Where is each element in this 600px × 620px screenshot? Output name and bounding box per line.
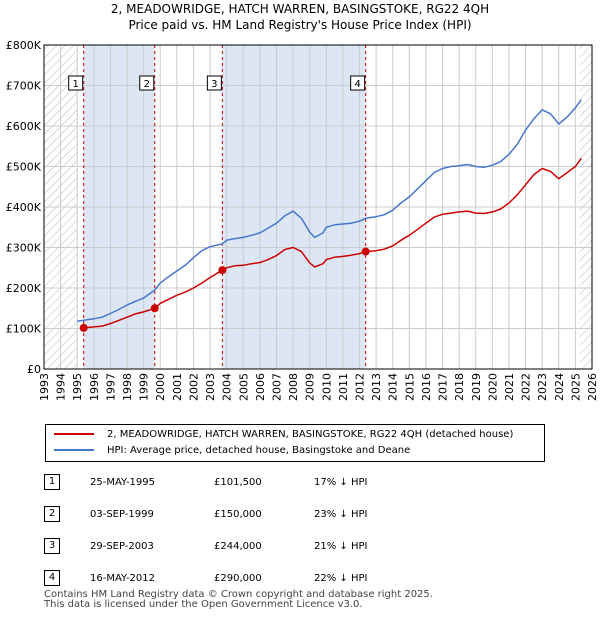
x-tick-label: 2007 bbox=[270, 373, 283, 401]
sale-label-box bbox=[68, 75, 84, 91]
x-tick-label: 1993 bbox=[38, 373, 51, 401]
sale-hpi-diff: 17% ↓ HPI bbox=[314, 477, 368, 488]
x-tick-label: 2019 bbox=[470, 373, 483, 401]
x-tick-label: 2002 bbox=[187, 373, 200, 401]
y-tick-label: £100K bbox=[6, 323, 42, 336]
sale-hpi-diff: 23% ↓ HPI bbox=[314, 509, 368, 520]
sale-badge: 4 bbox=[44, 570, 60, 586]
sale-date: 25-MAY-1995 bbox=[90, 477, 156, 488]
y-tick-label: £400K bbox=[6, 201, 42, 214]
x-tick-label: 2026 bbox=[586, 373, 599, 401]
y-tick-label: £800K bbox=[6, 39, 42, 52]
x-tick-label: 2012 bbox=[354, 373, 367, 401]
price-chart: 1 2 3 4 £0 £100K £200K £300K £400K £500K £600K £70… bbox=[6, 39, 599, 401]
legend-item-property: 2, MEADOWRIDGE, HATCH WARREN, BASINGSTOK… bbox=[54, 427, 513, 443]
x-tick-label: 2004 bbox=[221, 373, 234, 401]
y-tick-label: £200K bbox=[6, 282, 42, 295]
x-tick-label: 1995 bbox=[71, 373, 84, 401]
sale-point bbox=[218, 266, 227, 275]
sale-badge: 1 bbox=[44, 474, 60, 490]
sale-row: 1 25-MAY-1995 £101,500 17% ↓ HPI bbox=[44, 474, 374, 490]
x-tick-label: 2024 bbox=[553, 373, 566, 401]
legend-swatch-property bbox=[54, 433, 94, 435]
sale-row: 4 16-MAY-2012 £290,000 22% ↓ HPI bbox=[44, 570, 374, 586]
legend-swatch-hpi bbox=[54, 449, 94, 451]
x-tick-label: 1996 bbox=[88, 373, 101, 401]
x-tick-label: 1998 bbox=[121, 373, 134, 401]
chart-subtitle: Price paid vs. HM Land Registry's House … bbox=[128, 18, 472, 32]
x-tick-label: 2025 bbox=[569, 373, 582, 401]
sale-row: 3 29-SEP-2003 £244,000 21% ↓ HPI bbox=[44, 538, 374, 554]
footer-copyright: Contains HM Land Registry data © Crown c… bbox=[44, 589, 433, 600]
x-tick-label: 2020 bbox=[486, 373, 499, 401]
x-tick-label: 2009 bbox=[304, 373, 317, 401]
sale-point bbox=[79, 323, 88, 332]
sale-badge: 2 bbox=[44, 506, 60, 522]
sale-price: £150,000 bbox=[214, 509, 262, 520]
sale-label-box bbox=[350, 75, 366, 91]
y-tick-label: £300K bbox=[6, 242, 42, 255]
sale-label-box bbox=[139, 75, 155, 91]
y-tick-label: £600K bbox=[6, 120, 42, 133]
x-tick-label: 2023 bbox=[536, 373, 549, 401]
sale-label: 3 bbox=[211, 79, 217, 90]
footer-license: This data is licensed under the Open Gov… bbox=[44, 599, 363, 610]
sale-label: 2 bbox=[144, 79, 150, 90]
sale-label-box bbox=[206, 75, 222, 91]
legend: 2, MEADOWRIDGE, HATCH WARREN, BASINGSTOK… bbox=[45, 424, 545, 462]
x-tick-label: 2003 bbox=[204, 373, 217, 401]
x-tick-label: 2017 bbox=[437, 373, 450, 401]
series-line-property bbox=[83, 157, 582, 329]
sale-point bbox=[150, 304, 159, 313]
x-tick-label: 2006 bbox=[254, 373, 267, 401]
x-tick-label: 2015 bbox=[403, 373, 416, 401]
sale-date: 03-SEP-1999 bbox=[90, 509, 154, 520]
sale-hpi-diff: 21% ↓ HPI bbox=[314, 541, 368, 552]
x-tick-label: 2008 bbox=[287, 373, 300, 401]
x-tick-label: 2000 bbox=[154, 373, 167, 401]
legend-item-hpi: HPI: Average price, detached house, Basi… bbox=[54, 443, 410, 459]
sale-date: 29-SEP-2003 bbox=[90, 541, 154, 552]
sale-hpi-diff: 22% ↓ HPI bbox=[314, 573, 368, 584]
x-tick-label: 2016 bbox=[420, 373, 433, 401]
y-tick-label: £500K bbox=[6, 161, 42, 174]
sale-date: 16-MAY-2012 bbox=[90, 573, 156, 584]
y-tick-label: £700K bbox=[6, 80, 42, 93]
sale-price: £290,000 bbox=[214, 573, 262, 584]
legend-label-property: 2, MEADOWRIDGE, HATCH WARREN, BASINGSTOK… bbox=[107, 429, 514, 440]
x-tick-label: 2014 bbox=[387, 373, 400, 401]
y-tick-label: £0 bbox=[27, 363, 41, 376]
sale-row: 2 03-SEP-1999 £150,000 23% ↓ HPI bbox=[44, 506, 374, 522]
chart-title: 2, MEADOWRIDGE, HATCH WARREN, BASINGSTOK… bbox=[110, 2, 490, 16]
x-tick-label: 2011 bbox=[337, 373, 350, 401]
x-tick-label: 2018 bbox=[453, 373, 466, 401]
x-tick-label: 2010 bbox=[320, 373, 333, 401]
x-tick-label: 2001 bbox=[171, 373, 184, 401]
x-tick-label: 1997 bbox=[104, 373, 117, 401]
sale-badge: 3 bbox=[44, 538, 60, 554]
x-tick-label: 1999 bbox=[138, 373, 151, 401]
legend-label-hpi: HPI: Average price, detached house, Basi… bbox=[107, 445, 411, 456]
sale-label: 4 bbox=[354, 79, 360, 90]
x-tick-label: 2005 bbox=[237, 373, 250, 401]
x-tick-label: 1994 bbox=[55, 373, 68, 401]
plot-frame bbox=[43, 44, 593, 370]
sale-point bbox=[361, 247, 370, 256]
x-tick-label: 2022 bbox=[520, 373, 533, 401]
series-line-hpi bbox=[77, 99, 582, 322]
sale-price: £244,000 bbox=[214, 541, 262, 552]
sale-label: 1 bbox=[73, 79, 79, 90]
sale-price: £101,500 bbox=[214, 477, 262, 488]
x-tick-label: 2013 bbox=[370, 373, 383, 401]
footer: Contains HM Land Registry data © Crown c… bbox=[44, 590, 433, 610]
x-tick-label: 2021 bbox=[503, 373, 516, 401]
